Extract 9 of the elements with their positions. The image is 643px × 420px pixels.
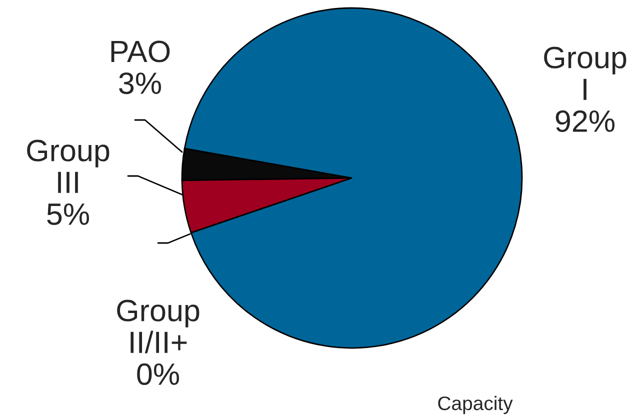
data-label: 5% xyxy=(47,204,89,226)
slice-label: Group III xyxy=(27,140,110,193)
data-label: 92% xyxy=(556,110,614,132)
slice-label: PAO xyxy=(111,40,170,62)
data-label: 3% xyxy=(119,72,161,94)
text: 0% xyxy=(137,363,179,386)
category-label: Group II/II+ xyxy=(117,300,200,354)
text: Capacity xyxy=(438,396,513,414)
slice-label: Group I xyxy=(544,46,626,100)
